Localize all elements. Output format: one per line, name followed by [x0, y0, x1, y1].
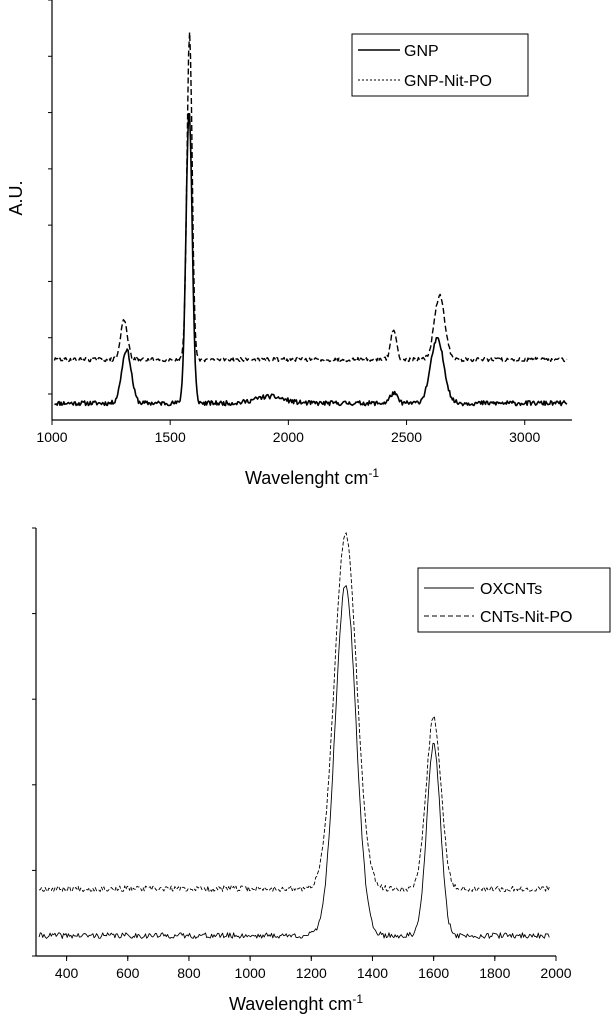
x-axis-label-text: Wavelenght cm	[245, 468, 368, 488]
legend-label-cnts-nit-po: CNTs-Nit-PO	[480, 609, 572, 626]
x-tick-label: 1600	[418, 965, 449, 981]
x-axis-label-superscript: -1	[368, 466, 379, 480]
x-tick-label: 1000	[235, 965, 266, 981]
y-axis-label: A.U.	[6, 180, 26, 215]
legend: GNP GNP-Nit-PO	[351, 33, 529, 97]
x-axis-label-text: Wavelenght cm	[229, 994, 352, 1014]
series-line-cnts-nit-po	[38, 532, 550, 893]
series-group	[53, 31, 568, 407]
x-tick-label: 1200	[296, 965, 327, 981]
x-axis-label-superscript: -1	[352, 992, 363, 1006]
y-ticks	[48, 0, 52, 395]
series-group	[38, 532, 550, 939]
x-tick-label: 3000	[509, 429, 540, 445]
series-line-gnp-nit-po	[53, 31, 568, 363]
x-tick-label: 1800	[479, 965, 510, 981]
x-ticks: 1000 1500 2000 2500 3000	[36, 420, 541, 445]
x-tick-label: 800	[177, 965, 201, 981]
x-tick-label: 600	[116, 965, 140, 981]
legend: OXCNTs CNTs-Nit-PO	[417, 567, 611, 633]
legend-label-gnp: GNP	[404, 43, 439, 60]
x-axis-label: Wavelenght cm-1	[245, 466, 379, 488]
legend-box	[417, 567, 611, 633]
chart-panel-cnts: 400 600 800 1000 1200 1400 1600 1800 2000 Wavele…	[32, 527, 611, 1014]
x-tick-label: 1400	[357, 965, 388, 981]
x-tick-label: 400	[55, 965, 79, 981]
series-line-gnp	[54, 112, 568, 407]
x-tick-label: 1500	[155, 429, 186, 445]
x-tick-label: 1000	[36, 429, 67, 445]
legend-box	[351, 33, 529, 97]
x-tick-label: 2500	[391, 429, 422, 445]
x-tick-label: 2000	[273, 429, 304, 445]
legend-label-oxcnts: OXCNTs	[480, 581, 542, 598]
y-ticks	[32, 527, 36, 957]
x-ticks: 400 600 800 1000 1200 1400 1600 1800 2000	[55, 956, 572, 981]
x-tick-label: 2000	[540, 965, 571, 981]
series-line-oxcnts	[38, 585, 550, 939]
chart-panel-gnp: 1000 1500 2000 2500 3000 A.U. Wavelenght cm-…	[6, 0, 572, 488]
legend-label-gnp-nit-po: GNP-Nit-PO	[404, 73, 492, 90]
x-axis-label: Wavelenght cm-1	[229, 992, 363, 1014]
